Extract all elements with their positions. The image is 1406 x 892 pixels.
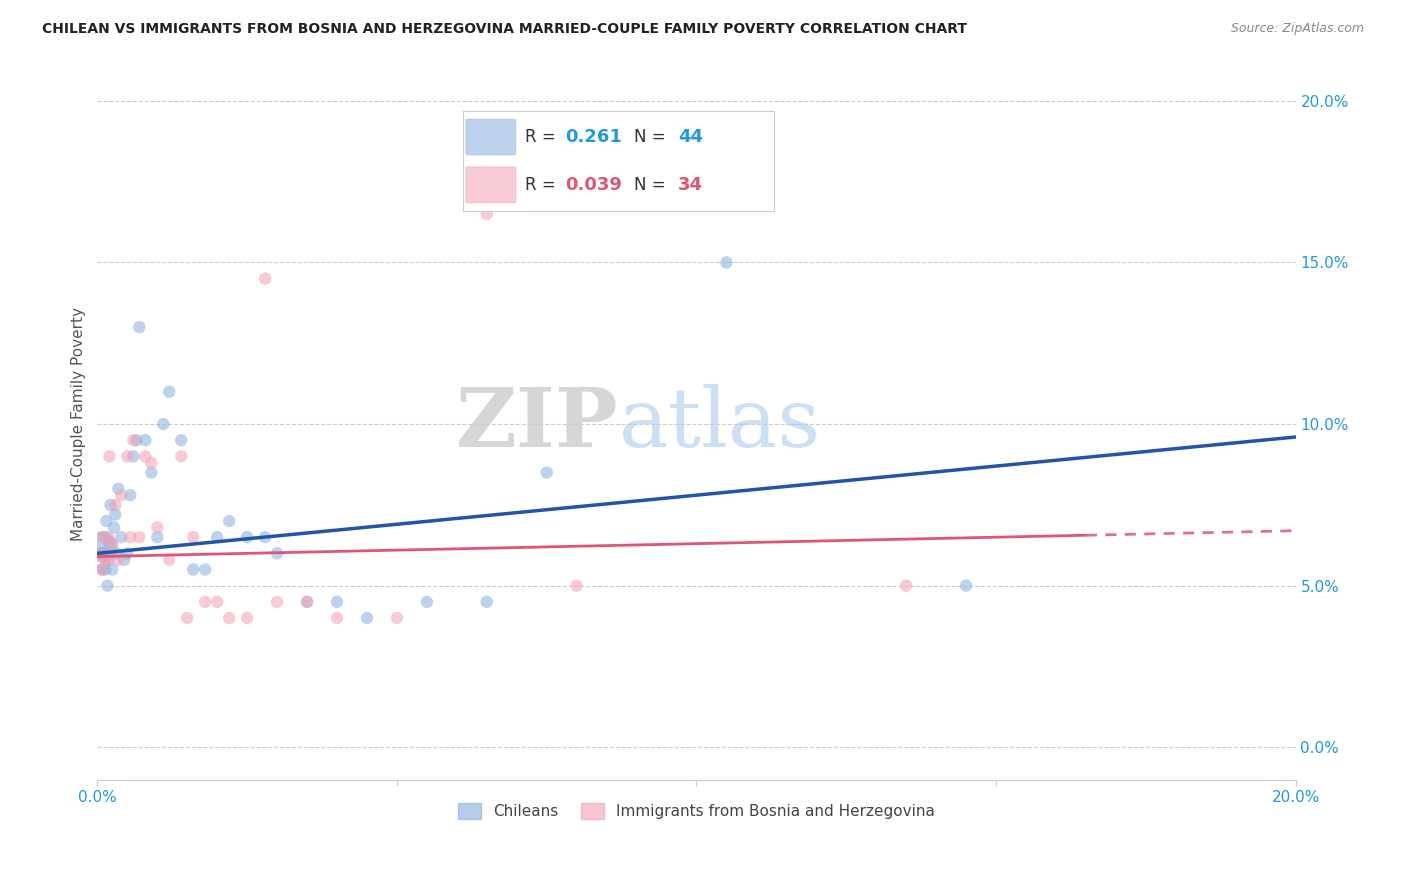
Point <box>117 546 139 560</box>
Point <box>170 434 193 448</box>
Point <box>170 450 193 464</box>
Point <box>120 530 142 544</box>
Point <box>93 546 115 560</box>
Point <box>385 611 408 625</box>
Point <box>152 417 174 431</box>
Point <box>254 271 277 285</box>
Point <box>117 450 139 464</box>
Point <box>236 611 259 625</box>
Text: atlas: atlas <box>619 384 821 464</box>
Point <box>295 595 318 609</box>
Point <box>128 530 150 544</box>
Point <box>110 530 132 544</box>
Text: CHILEAN VS IMMIGRANTS FROM BOSNIA AND HERZEGOVINA MARRIED-COUPLE FAMILY POVERTY : CHILEAN VS IMMIGRANTS FROM BOSNIA AND HE… <box>42 22 967 37</box>
Point <box>416 595 439 609</box>
Point <box>218 611 240 625</box>
Point <box>105 546 128 560</box>
Point <box>96 579 118 593</box>
Point <box>266 546 288 560</box>
Point <box>93 553 115 567</box>
Point <box>97 553 120 567</box>
Point <box>181 562 204 576</box>
Point <box>475 595 498 609</box>
Point <box>100 498 122 512</box>
Point <box>295 595 318 609</box>
Legend: Chileans, Immigrants from Bosnia and Herzegovina: Chileans, Immigrants from Bosnia and Her… <box>451 797 941 825</box>
Point <box>101 536 124 550</box>
Point <box>141 456 163 470</box>
Point <box>146 530 169 544</box>
Point <box>98 536 121 550</box>
Point <box>93 530 115 544</box>
Point <box>181 530 204 544</box>
Point <box>122 450 145 464</box>
Point <box>894 579 917 593</box>
Point <box>176 611 198 625</box>
Point <box>157 384 180 399</box>
Point <box>356 611 378 625</box>
Point <box>107 553 129 567</box>
Text: ZIP: ZIP <box>456 384 619 464</box>
Point <box>134 434 156 448</box>
Point <box>94 562 117 576</box>
Point <box>194 595 217 609</box>
Point <box>90 562 112 576</box>
Point <box>205 595 228 609</box>
Point <box>326 595 349 609</box>
Point <box>89 546 111 560</box>
Point <box>96 514 118 528</box>
Point <box>146 520 169 534</box>
Point <box>120 488 142 502</box>
Point <box>112 553 135 567</box>
Point <box>104 498 127 512</box>
Point <box>565 579 588 593</box>
Point <box>716 255 738 269</box>
Point <box>536 466 558 480</box>
Point <box>91 540 114 554</box>
Point <box>96 553 118 567</box>
Point <box>98 450 121 464</box>
Text: Source: ZipAtlas.com: Source: ZipAtlas.com <box>1230 22 1364 36</box>
Point <box>134 450 156 464</box>
Point <box>141 466 163 480</box>
Point <box>205 530 228 544</box>
Point <box>91 562 114 576</box>
Point <box>955 579 977 593</box>
Point <box>236 530 259 544</box>
Point <box>107 482 129 496</box>
Point <box>157 553 180 567</box>
Point <box>93 530 115 544</box>
Point <box>89 546 111 560</box>
Point <box>266 595 288 609</box>
Point <box>194 562 217 576</box>
Point <box>122 434 145 448</box>
Point <box>254 530 277 544</box>
Point <box>326 611 349 625</box>
Point <box>104 508 127 522</box>
Point <box>101 562 124 576</box>
Point <box>128 320 150 334</box>
Point <box>103 520 125 534</box>
Y-axis label: Married-Couple Family Poverty: Married-Couple Family Poverty <box>72 307 86 541</box>
Point <box>475 207 498 221</box>
Point <box>110 488 132 502</box>
Point <box>125 434 148 448</box>
Point <box>218 514 240 528</box>
Point <box>97 530 120 544</box>
